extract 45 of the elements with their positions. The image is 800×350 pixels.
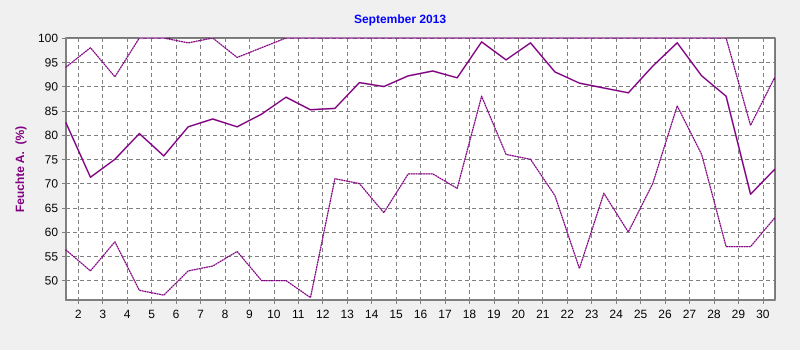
y-tick-label: 65 — [44, 200, 58, 215]
x-tick-label: 2 — [74, 307, 82, 321]
line-series — [65, 96, 776, 298]
x-tick-label: 19 — [487, 307, 501, 321]
x-tick-label: 27 — [682, 307, 696, 321]
y-tick-label: 50 — [44, 274, 58, 288]
x-tick-label: 17 — [438, 307, 452, 321]
x-tick-label: 13 — [340, 307, 354, 321]
line-series — [65, 41, 776, 195]
x-tick-label: 18 — [462, 307, 476, 321]
y-tick-label: 90 — [44, 80, 58, 94]
chart-title: September 2013 — [354, 12, 446, 26]
x-tick-label: 15 — [389, 307, 404, 321]
x-tick-label: 8 — [222, 307, 229, 321]
x-tick-label: 12 — [316, 307, 330, 321]
x-tick-label: 28 — [707, 307, 721, 321]
line-series — [65, 37, 776, 126]
y-tick-label: 100 — [38, 31, 58, 45]
y-tick-label: 70 — [44, 176, 58, 191]
x-tick-label: 22 — [560, 307, 574, 321]
x-tick-label: 6 — [172, 307, 180, 321]
y-tick-label: 85 — [44, 104, 58, 118]
y-tick-label: 95 — [44, 55, 58, 70]
x-tick-label: 5 — [148, 307, 156, 321]
x-tick-label: 23 — [584, 307, 599, 321]
x-tick-label: 3 — [99, 307, 106, 321]
x-tick-label: 21 — [536, 307, 550, 321]
x-tick-label: 14 — [364, 307, 379, 321]
x-tick-label: 29 — [732, 307, 746, 321]
y-tick-label: 80 — [44, 128, 58, 142]
x-tick-label: 25 — [634, 307, 648, 321]
x-tick-label: 24 — [609, 307, 624, 321]
x-tick-label: 30 — [756, 307, 770, 321]
x-tick-label: 16 — [414, 307, 428, 321]
y-tick-label: 55 — [44, 249, 58, 264]
x-tick-label: 26 — [658, 307, 672, 321]
x-tick-label: 4 — [124, 307, 131, 321]
y-tick-label: 60 — [44, 225, 58, 240]
x-tick-label: 7 — [197, 307, 204, 321]
x-tick-label: 20 — [512, 307, 526, 321]
y-axis-title: Feuchte A. (%) — [13, 126, 27, 212]
y-tick-label: 75 — [44, 152, 58, 166]
x-tick-label: 9 — [246, 307, 254, 321]
x-tick-label: 10 — [267, 307, 281, 321]
x-tick-label: 11 — [292, 307, 305, 321]
